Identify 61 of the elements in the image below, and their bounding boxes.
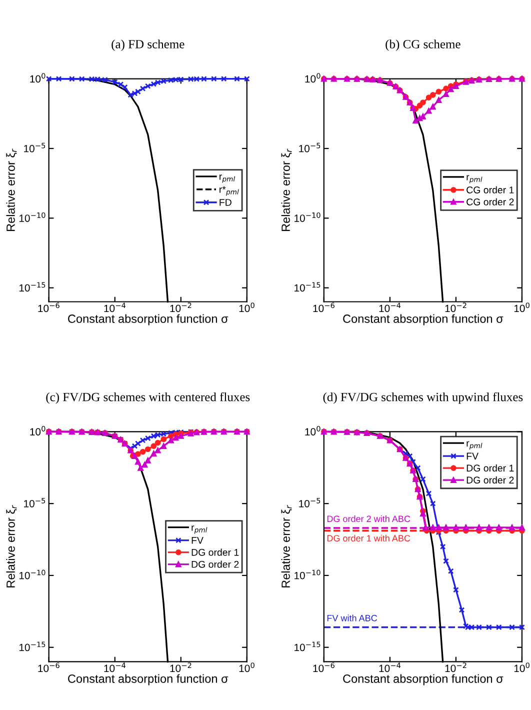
legend-label: DG order 2 (192, 560, 239, 568)
chart-title: (c) FV/DG schemes with centered fluxes (46, 392, 250, 404)
y-axis-title: Relative error ξ$_{r}$ (6, 148, 17, 231)
legend-label: DG order 1 (192, 548, 239, 556)
y-tick-label: 10$^{−5}$ (24, 142, 46, 152)
legend-label: DG order 2 (466, 476, 514, 484)
y-tick-label: 10$^{0}$ (30, 426, 46, 436)
y-tick-label: 10$^{−15}$ (294, 282, 320, 292)
ref-line-label: FV with ABC (327, 614, 378, 622)
y-tick-label: 10$^{−15}$ (294, 642, 320, 652)
x-tick-label: 10$^{0}$ (239, 662, 254, 672)
y-tick-label: 10$^{−10}$ (294, 212, 320, 222)
y-axis-title: Relative error ξ$_{r}$ (281, 505, 292, 588)
x-tick-label: 10$^{−2}$ (445, 302, 466, 312)
y-tick-label: 10$^{−15}$ (19, 282, 46, 292)
legend-label: FD (220, 199, 232, 206)
legend-label: r$_{pml}$ (466, 441, 482, 450)
x-tick-label: 10$^{−6}$ (313, 302, 334, 312)
y-tick-label: 10$^{−10}$ (19, 570, 46, 580)
y-tick-label: 10$^{−5}$ (299, 142, 320, 152)
x-axis-title: Constant absorption function σ (343, 674, 504, 686)
x-tick-label: 10$^{−2}$ (445, 662, 466, 672)
y-tick-label: 10$^{−15}$ (19, 642, 46, 652)
y-tick-label: 10$^{−10}$ (19, 212, 46, 222)
x-tick-label: 10$^{0}$ (514, 302, 530, 312)
x-tick-label: 10$^{0}$ (239, 302, 254, 312)
legend-label: CG order 1 (466, 186, 514, 194)
x-tick-label: 10$^{−4}$ (379, 302, 401, 312)
x-axis-title: Constant absorption function σ (68, 314, 228, 326)
x-tick-label: 10$^{−2}$ (170, 662, 192, 672)
y-tick-label: 10$^{−5}$ (24, 498, 46, 508)
x-tick-label: 10$^{−2}$ (170, 302, 192, 312)
x-tick-label: 10$^{−4}$ (379, 662, 401, 672)
x-axis-title: Constant absorption function σ (68, 674, 228, 686)
x-tick-label: 10$^{−6}$ (38, 302, 60, 312)
chart-title: (d) FV/DG schemes with upwind fluxes (323, 392, 523, 404)
y-axis-title: Relative error ξ$_{r}$ (281, 148, 292, 231)
legend-label: CG order 2 (466, 198, 514, 206)
legend-label: FV (466, 452, 478, 460)
legend-label: r$_{pml}$ (466, 175, 482, 184)
legend-label: DG order 1 (466, 464, 514, 472)
y-tick-label: 10$^{−10}$ (294, 570, 320, 580)
x-tick-label: 10$^{0}$ (514, 662, 530, 672)
legend-label: FV (192, 537, 204, 544)
y-tick-label: 10$^{0}$ (30, 73, 46, 83)
ref-line-label: DG order 2 with ABC (327, 515, 410, 522)
y-axis-title: Relative error ξ$_{r}$ (6, 505, 17, 588)
ref-line-label: DG order 1 with ABC (327, 534, 410, 542)
x-tick-label: 10$^{−6}$ (38, 662, 60, 672)
y-tick-label: 10$^{0}$ (305, 73, 320, 83)
legend-label: r$_{pml}$ (220, 174, 236, 183)
chart-title: (b) CG scheme (386, 40, 460, 51)
x-tick-label: 10$^{−4}$ (104, 302, 126, 312)
y-tick-label: 10$^{0}$ (305, 426, 320, 436)
x-tick-label: 10$^{−6}$ (313, 662, 334, 672)
chart-title: (a) FD scheme (112, 40, 184, 51)
legend-label: r$_{pml}$ (192, 525, 208, 534)
x-tick-label: 10$^{−4}$ (104, 662, 126, 672)
x-axis-title: Constant absorption function σ (343, 314, 504, 326)
y-tick-label: 10$^{−5}$ (299, 498, 320, 508)
legend-label: r*$_{pml}$ (220, 186, 239, 196)
